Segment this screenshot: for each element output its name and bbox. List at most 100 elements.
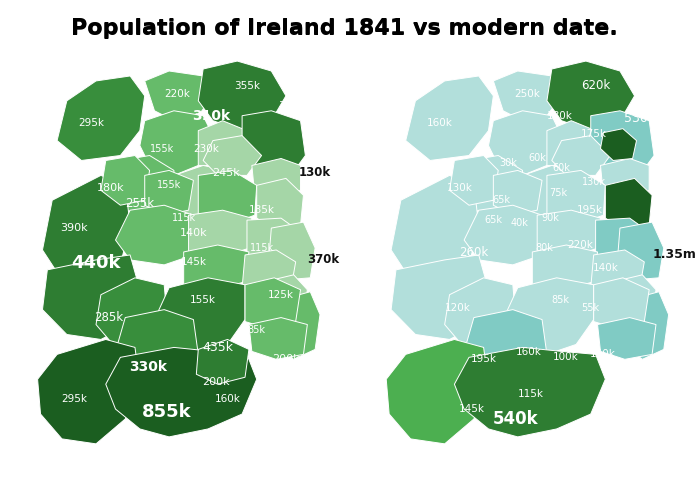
Text: 65k: 65k: [484, 215, 503, 225]
Polygon shape: [489, 111, 561, 175]
Text: 180k: 180k: [547, 111, 573, 121]
Text: 230k: 230k: [193, 143, 219, 154]
Polygon shape: [257, 179, 304, 230]
Polygon shape: [106, 156, 174, 215]
Polygon shape: [140, 111, 213, 175]
Text: 75k: 75k: [550, 188, 568, 198]
Polygon shape: [454, 156, 523, 215]
Polygon shape: [464, 205, 542, 265]
Polygon shape: [198, 61, 286, 131]
Text: 250k: 250k: [514, 89, 540, 99]
Text: 220k: 220k: [164, 89, 190, 99]
Text: 145k: 145k: [459, 404, 485, 414]
Text: 355k: 355k: [234, 81, 260, 91]
Polygon shape: [547, 170, 606, 225]
Text: 440k: 440k: [71, 254, 121, 272]
Polygon shape: [196, 340, 249, 384]
Polygon shape: [601, 159, 649, 200]
Text: 540k: 540k: [493, 410, 538, 428]
Text: 65k: 65k: [492, 195, 510, 205]
Polygon shape: [268, 222, 315, 280]
Text: 855k: 855k: [142, 403, 192, 421]
Polygon shape: [513, 165, 581, 215]
Polygon shape: [249, 318, 307, 359]
Text: 85k: 85k: [248, 325, 266, 334]
Text: 120k: 120k: [444, 303, 470, 313]
Text: 40k: 40k: [511, 218, 528, 228]
Text: 90k: 90k: [542, 213, 560, 223]
Text: 180k: 180k: [97, 183, 125, 193]
Text: 115k: 115k: [172, 213, 196, 223]
Text: 220k: 220k: [567, 240, 593, 250]
Polygon shape: [598, 318, 656, 359]
Text: 620k: 620k: [581, 80, 610, 92]
Text: 155k: 155k: [150, 143, 174, 154]
Polygon shape: [96, 278, 167, 347]
Polygon shape: [454, 347, 606, 437]
Polygon shape: [203, 136, 262, 175]
Text: 60k: 60k: [528, 154, 546, 163]
Text: 155k: 155k: [190, 295, 216, 305]
Text: 255k: 255k: [125, 197, 155, 210]
Text: 390k: 390k: [60, 223, 88, 233]
Text: 175k: 175k: [581, 129, 607, 139]
Text: 200k: 200k: [272, 354, 300, 365]
Polygon shape: [43, 255, 140, 340]
Text: 130k: 130k: [582, 177, 606, 187]
Text: 245k: 245k: [211, 168, 239, 179]
Polygon shape: [247, 218, 300, 268]
Polygon shape: [198, 170, 257, 225]
Text: 130k: 130k: [299, 166, 331, 179]
Polygon shape: [145, 71, 213, 121]
Polygon shape: [591, 250, 644, 298]
Polygon shape: [242, 111, 305, 175]
Polygon shape: [406, 76, 494, 161]
Text: 195k: 195k: [577, 205, 603, 215]
Polygon shape: [391, 175, 479, 285]
Polygon shape: [116, 205, 193, 265]
Text: 435k: 435k: [202, 341, 233, 354]
Text: 160k: 160k: [427, 118, 453, 128]
Text: 310k: 310k: [192, 109, 230, 123]
Polygon shape: [262, 275, 307, 318]
Polygon shape: [537, 210, 601, 258]
Polygon shape: [391, 255, 489, 340]
Polygon shape: [386, 340, 489, 444]
Text: 295k: 295k: [78, 118, 104, 128]
Polygon shape: [494, 71, 561, 121]
Text: 150k: 150k: [589, 349, 615, 359]
Polygon shape: [606, 179, 652, 230]
Polygon shape: [101, 156, 150, 205]
Text: 130k: 130k: [447, 183, 473, 193]
Polygon shape: [591, 111, 654, 175]
Polygon shape: [245, 278, 300, 329]
Polygon shape: [38, 340, 140, 444]
Text: 30k: 30k: [499, 159, 517, 168]
Text: 1.35m: 1.35m: [652, 248, 696, 262]
Polygon shape: [547, 121, 601, 165]
Polygon shape: [596, 218, 649, 268]
Text: 330k: 330k: [129, 360, 167, 374]
Text: 115k: 115k: [517, 389, 543, 399]
Text: 260k: 260k: [459, 246, 489, 260]
Polygon shape: [116, 309, 198, 371]
Polygon shape: [503, 278, 594, 354]
Text: 160k: 160k: [215, 394, 240, 404]
Text: 155k: 155k: [157, 181, 181, 190]
Polygon shape: [272, 292, 320, 359]
Text: Population of Ireland 1841 vs modern date.: Population of Ireland 1841 vs modern dat…: [71, 19, 617, 39]
Polygon shape: [57, 76, 145, 161]
Polygon shape: [594, 278, 649, 329]
Text: 140k: 140k: [180, 228, 207, 238]
Polygon shape: [464, 309, 547, 371]
Polygon shape: [106, 347, 257, 437]
Polygon shape: [547, 61, 635, 131]
Text: 145k: 145k: [181, 257, 206, 267]
Polygon shape: [444, 278, 516, 347]
Polygon shape: [449, 156, 498, 205]
Text: 60k: 60k: [552, 163, 570, 173]
Text: 195k: 195k: [470, 354, 496, 365]
Polygon shape: [43, 175, 130, 285]
Polygon shape: [183, 245, 249, 290]
Polygon shape: [532, 245, 598, 290]
